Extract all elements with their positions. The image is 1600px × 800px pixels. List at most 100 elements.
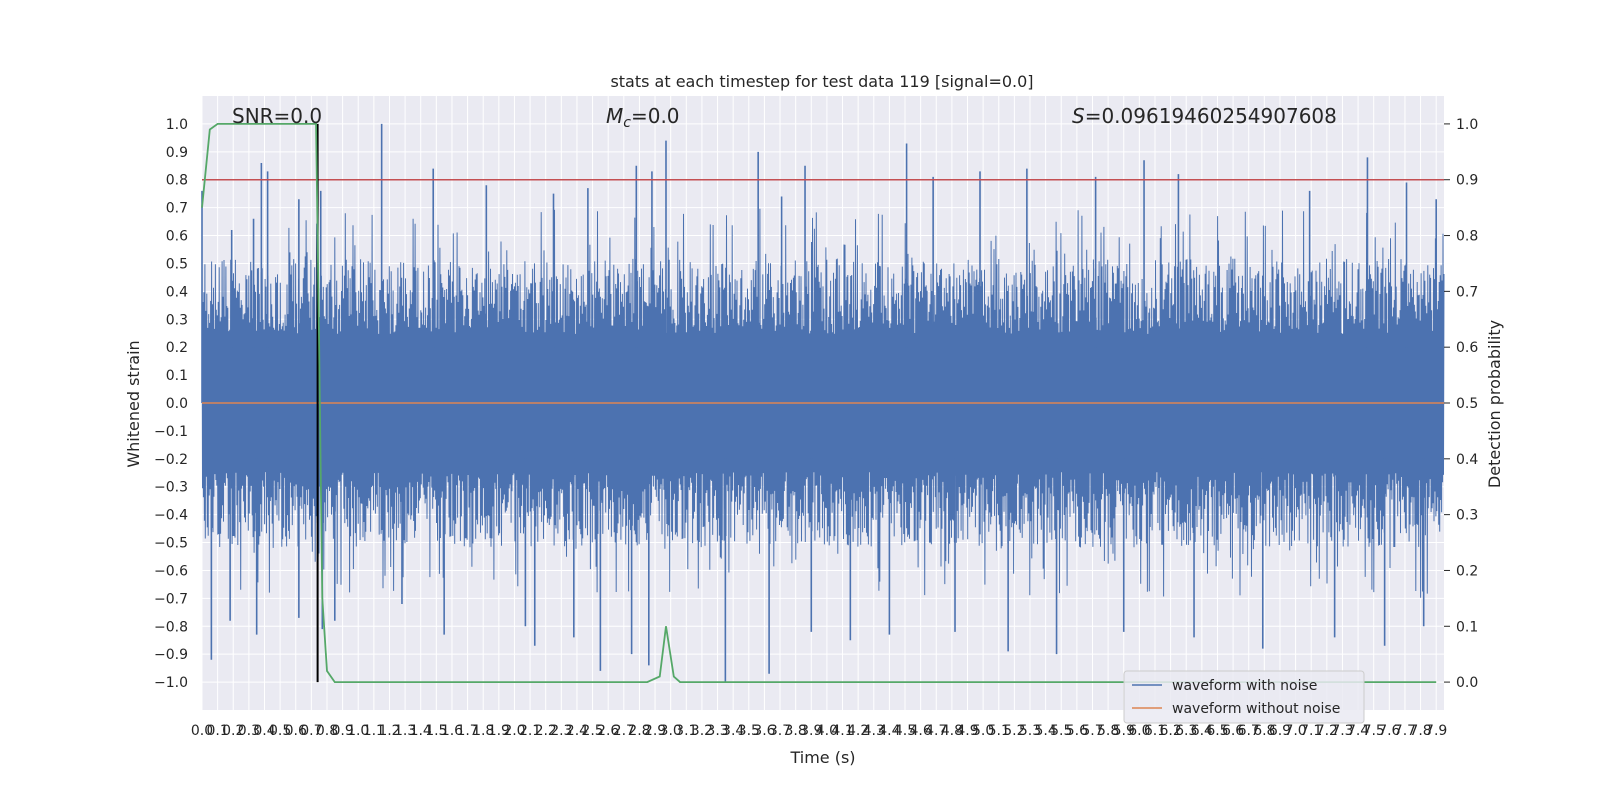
y-tick-label-right: 1.0	[1456, 117, 1478, 133]
x-tick-label: 0.1	[206, 723, 228, 739]
x-tick-label: 6.1	[1144, 723, 1166, 739]
y-tick-label-left: 0.3	[166, 312, 188, 328]
x-tick-label: 0.7	[300, 723, 322, 739]
x-tick-label: 1.1	[363, 723, 385, 739]
x-axis: 0.00.10.20.30.40.50.60.70.80.91.01.11.21…	[191, 723, 1447, 739]
chirp-mass-symbol: M	[606, 104, 623, 128]
y-axis-left: −1.0 −0.9 −0.8 −0.7 −0.6 −0.5 −0.4 −0.3 −0.2 −0.1…	[154, 117, 188, 691]
y-tick-label-left: 1.0	[166, 117, 188, 133]
x-tick-label: 4.8	[941, 723, 963, 739]
statistic-value: =0.09619460254907608	[1085, 104, 1337, 128]
x-tick-label: 4.5	[894, 723, 916, 739]
chart-title: stats at each timestep for test data 119…	[610, 72, 1033, 91]
x-tick-label: 4.0	[816, 723, 838, 739]
y-tick-label-left: 0.9	[166, 145, 188, 161]
x-tick-label: 4.3	[863, 723, 885, 739]
y-tick-label-left: −0.7	[154, 591, 188, 607]
x-tick-label: 2.7	[613, 723, 635, 739]
x-tick-label: 0.6	[285, 723, 307, 739]
x-tick-label: 5.9	[1113, 723, 1135, 739]
chirp-mass-value: =0.0	[631, 104, 680, 128]
x-tick-label: 6.0	[1128, 723, 1150, 739]
y-tick-label-right: 0.9	[1456, 173, 1478, 189]
x-axis-label: Time (s)	[789, 748, 855, 767]
x-tick-label: 5.7	[1081, 723, 1103, 739]
x-tick-label: 6.6	[1222, 723, 1244, 739]
x-tick-label: 3.3	[706, 723, 728, 739]
x-tick-label: 1.9	[488, 723, 510, 739]
x-tick-label: 3.1	[675, 723, 697, 739]
x-tick-label: 3.6	[753, 723, 775, 739]
x-tick-label: 1.2	[378, 723, 400, 739]
x-tick-label: 1.5	[425, 723, 447, 739]
x-tick-label: 3.4	[722, 723, 744, 739]
y-tick-label-left: −0.4	[154, 508, 188, 524]
x-tick-label: 0.3	[238, 723, 260, 739]
x-tick-label: 7.9	[1425, 723, 1447, 739]
x-tick-label: 2.6	[597, 723, 619, 739]
x-tick-label: 2.0	[503, 723, 525, 739]
x-tick-label: 4.9	[956, 723, 978, 739]
x-tick-label: 3.5	[738, 723, 760, 739]
x-tick-label: 7.4	[1347, 723, 1369, 739]
x-tick-label: 6.9	[1269, 723, 1291, 739]
y-tick-label-left: −0.5	[154, 536, 188, 552]
x-tick-label: 7.8	[1409, 723, 1431, 739]
x-tick-label: 4.1	[831, 723, 853, 739]
x-tick-label: 6.5	[1206, 723, 1228, 739]
legend-box	[1123, 670, 1365, 724]
x-tick-label: 4.7	[925, 723, 947, 739]
x-tick-label: 0.0	[191, 723, 213, 739]
x-tick-label: 2.1	[519, 723, 541, 739]
y-tick-label-left: −0.1	[154, 424, 188, 440]
y-tick-label-left: 0.4	[166, 284, 188, 300]
y-tick-label-right: 0.5	[1456, 396, 1478, 412]
y-tick-label-left: −0.8	[154, 619, 188, 635]
x-tick-label: 6.8	[1253, 723, 1275, 739]
x-tick-label: 7.5	[1363, 723, 1385, 739]
x-tick-label: 5.6	[1066, 723, 1088, 739]
x-tick-label: 5.3	[1019, 723, 1041, 739]
y-tick-label-left: 0.5	[166, 256, 188, 272]
x-tick-label: 2.4	[566, 723, 588, 739]
x-tick-label: 0.4	[253, 723, 275, 739]
y-tick-label-right: 0.8	[1456, 229, 1478, 245]
x-tick-label: 5.5	[1050, 723, 1072, 739]
y-tick-label-right: 0.7	[1456, 284, 1478, 300]
x-tick-label: 0.5	[269, 723, 291, 739]
x-tick-label: 3.8	[785, 723, 807, 739]
x-tick-label: 5.2	[1003, 723, 1025, 739]
snr-statistic-annotation: S=0.09619460254907608	[1072, 104, 1337, 128]
x-tick-label: 0.8	[316, 723, 338, 739]
x-tick-label: 1.0	[347, 723, 369, 739]
x-tick-label: 2.2	[535, 723, 557, 739]
statistic-symbol: S	[1072, 104, 1085, 128]
y-axis-left-label: Whitened strain	[124, 340, 143, 467]
x-tick-label: 5.0	[972, 723, 994, 739]
x-tick-label: 7.3	[1331, 723, 1353, 739]
y-tick-label-left: −0.9	[154, 647, 188, 663]
y-tick-label-right: 0.2	[1456, 563, 1478, 579]
y-tick-label-right: 0.6	[1456, 340, 1478, 356]
x-tick-label: 2.3	[550, 723, 572, 739]
chirp-mass-annotation: Mc=0.0	[606, 104, 680, 131]
x-tick-label: 7.2	[1316, 723, 1338, 739]
y-tick-label-left: 0.2	[166, 340, 188, 356]
y-tick-label-left: 0.1	[166, 368, 188, 384]
y-tick-label-left: 0.0	[166, 396, 188, 412]
x-tick-label: 1.3	[394, 723, 416, 739]
y-axis-right-label: Detection probability	[1485, 320, 1504, 488]
x-tick-label: 4.2	[847, 723, 869, 739]
x-tick-label: 6.3	[1175, 723, 1197, 739]
x-tick-label: 1.8	[472, 723, 494, 739]
chirp-mass-subscript: c	[623, 115, 631, 131]
y-tick-label-right: 0.4	[1456, 452, 1478, 468]
y-tick-label-right: 0.3	[1456, 508, 1478, 524]
x-tick-label: 5.4	[1034, 723, 1056, 739]
x-tick-label: 3.7	[769, 723, 791, 739]
x-tick-label: 0.9	[331, 723, 353, 739]
y-tick-label-left: −1.0	[154, 675, 188, 691]
y-tick-label-left: −0.3	[154, 480, 188, 496]
legend: waveform with noise waveform without noi…	[1123, 670, 1365, 724]
